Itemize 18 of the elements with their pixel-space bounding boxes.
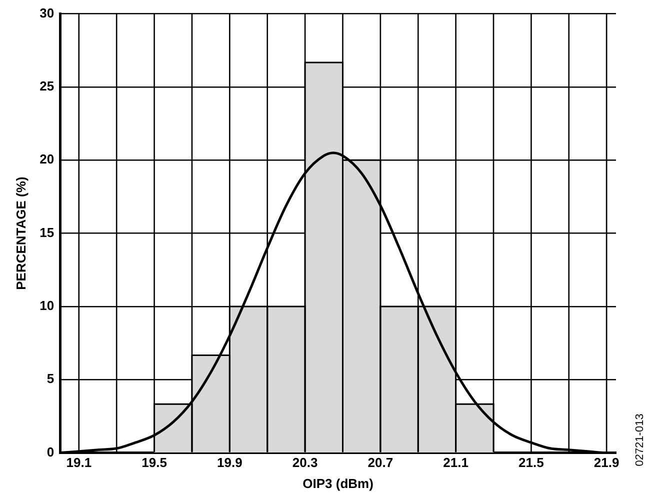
x-axis-title: OIP3 (dBm) [302, 476, 374, 491]
x-tick-label: 19.5 [142, 455, 167, 470]
text: 02721-013 [634, 414, 646, 466]
x-tick-label: 21.5 [518, 455, 544, 470]
y-tick-label: 0 [46, 444, 54, 460]
x-tick-label: 20.3 [292, 455, 318, 470]
y-tick-label: 10 [40, 298, 54, 314]
x-tick-label: 20.7 [368, 455, 394, 470]
y-tick-label: 20 [40, 152, 54, 167]
x-tick-label: 19.9 [217, 455, 242, 470]
x-tick-label: 19.1 [66, 455, 92, 470]
x-tick-label: 21.9 [594, 455, 620, 470]
x-tick-label: 21.1 [443, 455, 468, 470]
y-tick-label: 5 [46, 371, 54, 386]
y-tick-label: 30 [40, 5, 54, 20]
y-axis-title: PERCENTAGE (%) [13, 176, 28, 290]
y-tick-label: 15 [40, 224, 54, 240]
y-tick-label: 25 [40, 78, 54, 94]
